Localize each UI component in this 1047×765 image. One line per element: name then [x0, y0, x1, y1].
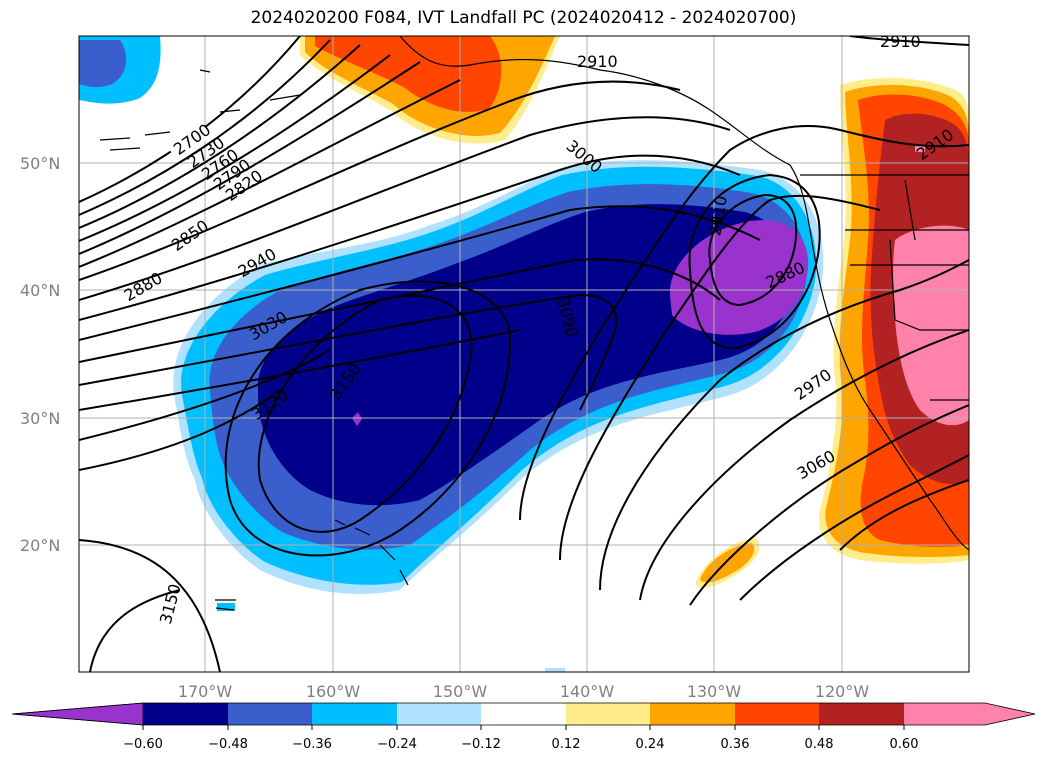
lat-label: 30°N: [20, 409, 60, 428]
colorbar-swatch: [312, 703, 397, 725]
longitude-labels: 170°W 160°W 150°W 140°W 130°W 120°W: [178, 682, 870, 701]
positive-anomaly-north-red: [315, 36, 502, 112]
coastlines: [99, 36, 969, 611]
colorbar-tick-label: −0.36: [292, 737, 332, 752]
map-frame: [78, 35, 970, 673]
negative-anomaly-purple-dot: [352, 412, 362, 426]
lon-label: 130°W: [687, 682, 742, 701]
colorbar-tick-label: 0.48: [805, 737, 834, 752]
negative-anomaly-nw-inner: [79, 40, 127, 88]
colorbar-tick-label: −0.12: [461, 737, 501, 752]
colorbar-tick-label: 0.12: [552, 737, 581, 752]
lon-label: 140°W: [560, 682, 615, 701]
colorbar-swatch: [735, 703, 819, 725]
colorbar-swatch: [819, 703, 904, 725]
colorbar-swatch: [650, 703, 735, 725]
contour-label: 2910: [880, 32, 921, 51]
colorbar-tick-label: −0.48: [208, 737, 248, 752]
map-title: 2024020200 F084, IVT Landfall PC (202402…: [250, 8, 797, 28]
map-area: 2700 2730 2760 2790 2820 2850 2880 2940 …: [79, 32, 969, 672]
colorbar-swatch: [228, 703, 312, 725]
lon-label: 120°W: [815, 682, 870, 701]
colorbar-swatch: [566, 703, 650, 725]
latitude-labels: 50°N 40°N 30°N 20°N: [20, 154, 60, 555]
contour-labels: 2700 2730 2760 2790 2820 2850 2880 2940 …: [121, 32, 957, 626]
contour-label: 2910: [577, 52, 618, 71]
lon-label: 160°W: [306, 682, 361, 701]
lat-label: 20°N: [20, 536, 60, 555]
negative-anomaly-purple: [669, 220, 809, 335]
height-contours: [79, 36, 969, 672]
colorbar-tick-label: 0.36: [721, 737, 750, 752]
colorbar-tick-label: −0.60: [123, 737, 163, 752]
colorbar-max-extend: [904, 703, 1035, 725]
colorbar-min-extend: [11, 702, 144, 726]
colorbar-swatch: [481, 703, 566, 725]
colorbar-ticks: [142, 725, 905, 730]
lat-label: 50°N: [20, 154, 60, 173]
negative-anomaly-south-edge: [545, 668, 565, 672]
colorbar-tick-label: 0.60: [890, 737, 919, 752]
colorbar: −0.60 −0.48 −0.36 −0.24 −0.12 0.12 0.24 …: [11, 702, 1036, 752]
lat-label: 40°N: [20, 281, 60, 300]
lon-label: 150°W: [433, 682, 488, 701]
colorbar-tick-label: 0.24: [636, 737, 665, 752]
positive-anomaly-east-pink-dot: [915, 145, 925, 152]
colorbar-swatch: [397, 703, 481, 725]
lon-label: 170°W: [178, 682, 233, 701]
positive-anomaly-east-pink: [893, 225, 969, 426]
negative-anomaly-dark: [257, 204, 796, 506]
colorbar-tick-label: −0.24: [377, 737, 417, 752]
colorbar-swatch: [143, 703, 228, 725]
